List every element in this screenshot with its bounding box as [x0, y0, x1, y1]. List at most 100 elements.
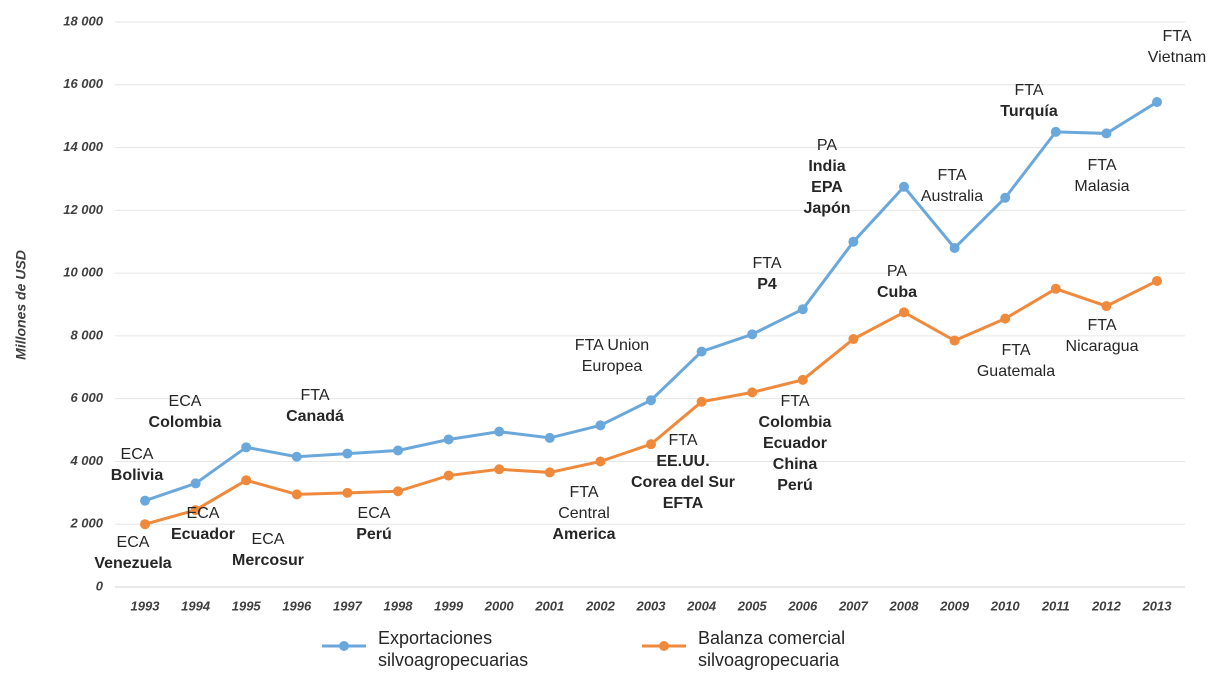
data-point: [190, 478, 201, 489]
data-point: [494, 464, 505, 475]
y-tick-label: 14 000: [63, 139, 104, 154]
annotation: Central: [558, 505, 610, 522]
annotation: Turquía: [1000, 103, 1058, 120]
data-point: [1152, 275, 1162, 286]
data-point: [595, 420, 606, 431]
x-tick-label: 1998: [384, 598, 414, 613]
data-point: [1000, 313, 1011, 324]
x-tick-label: 2003: [636, 598, 667, 613]
annotation: Bolivia: [111, 467, 164, 484]
y-tick-label: 4 000: [69, 453, 103, 468]
data-point: [443, 434, 454, 445]
data-point: [342, 448, 353, 459]
x-tick-label: 2012: [1091, 598, 1122, 613]
annotation: PA: [817, 137, 837, 154]
data-point: [848, 236, 859, 247]
data-point: [949, 243, 960, 253]
data-point: [494, 426, 505, 437]
data-point: [949, 335, 960, 346]
data-point: [646, 395, 656, 406]
x-tick-label: 2005: [737, 598, 768, 613]
annotation: FTA: [1087, 317, 1116, 334]
annotation: America: [552, 526, 615, 543]
data-point: [1050, 126, 1061, 137]
data-point: [848, 334, 859, 345]
data-point: [595, 456, 606, 467]
annotation: Ecuador: [171, 526, 235, 543]
annotation: FTA: [569, 484, 598, 501]
y-tick-label: 16 000: [63, 76, 104, 91]
x-tick-label: 1996: [282, 598, 312, 613]
data-point: [241, 475, 252, 486]
annotation: Corea del Sur: [631, 474, 735, 491]
data-point: [1000, 192, 1011, 203]
annotation: PA: [887, 263, 907, 280]
data-point: [393, 486, 403, 497]
x-tick-label: 2013: [1142, 598, 1173, 613]
x-tick-label: 1997: [333, 598, 363, 613]
x-tick-label: 1994: [181, 598, 211, 613]
data-point: [1101, 128, 1112, 139]
annotation: Japón: [803, 200, 850, 217]
y-tick-label: 10 000: [63, 265, 104, 280]
x-tick-label: 2007: [838, 598, 869, 613]
data-point: [342, 487, 353, 498]
y-tick-label: 8 000: [70, 327, 103, 342]
annotation: India: [808, 158, 845, 175]
annotation: EPA: [811, 179, 843, 196]
annotation: FTA: [1087, 157, 1116, 174]
data-point: [797, 304, 808, 315]
annotation: Perú: [777, 477, 813, 494]
x-tick-label: 1993: [131, 598, 161, 613]
legend-marker: [659, 641, 669, 651]
annotation: FTA: [300, 387, 329, 404]
annotation: Guatemala: [977, 363, 1055, 380]
annotation: Cuba: [877, 284, 917, 301]
annotation: FTA: [668, 432, 697, 449]
annotation: Colombia: [149, 414, 222, 431]
annotation: Canadá: [286, 408, 344, 425]
data-point: [747, 387, 758, 398]
annotation: ECA: [117, 534, 150, 551]
y-tick-label: 6 000: [70, 390, 103, 405]
x-tick-label: 2006: [787, 598, 818, 613]
annotation: EFTA: [663, 495, 704, 512]
x-tick-label: 2004: [686, 598, 717, 613]
data-point: [696, 346, 707, 357]
annotation: Australia: [921, 188, 983, 205]
x-tick-label: 1995: [232, 598, 262, 613]
annotation: Malasia: [1074, 178, 1129, 195]
data-point: [899, 181, 909, 192]
annotation: ECA: [169, 393, 202, 410]
data-point: [544, 467, 555, 478]
data-point: [140, 495, 150, 506]
annotation: ECA: [358, 505, 391, 522]
annotation: FTA: [780, 393, 809, 410]
annotation: FTA: [1001, 342, 1030, 359]
annotation: FTA: [752, 255, 781, 272]
x-tick-label: 1999: [434, 598, 464, 613]
legend-label: Balanza comercial silvoagropecuaria: [698, 628, 846, 670]
annotation: Perú: [356, 526, 392, 543]
data-point: [696, 396, 707, 407]
legend-label: Exportaciones silvoagropecuarias: [378, 628, 529, 670]
data-point: [899, 307, 909, 318]
annotation: Mercosur: [232, 552, 304, 569]
annotation: Venezuela: [94, 555, 171, 572]
x-tick-label: 2011: [1041, 598, 1070, 613]
annotation: Colombia: [759, 414, 832, 431]
data-point: [1050, 283, 1061, 294]
data-point: [140, 519, 150, 530]
y-axis-label: Millones de USD: [13, 250, 29, 360]
annotation: China: [773, 456, 818, 473]
x-tick-label: 2010: [990, 598, 1021, 613]
y-tick-label: 12 000: [63, 202, 104, 217]
data-point: [291, 489, 302, 500]
legend-marker: [339, 641, 349, 651]
x-tick-label: 2002: [585, 598, 616, 613]
data-point: [544, 432, 555, 443]
annotation: ECA: [187, 505, 220, 522]
x-tick-label: 2008: [889, 598, 920, 613]
data-point: [1152, 97, 1162, 108]
